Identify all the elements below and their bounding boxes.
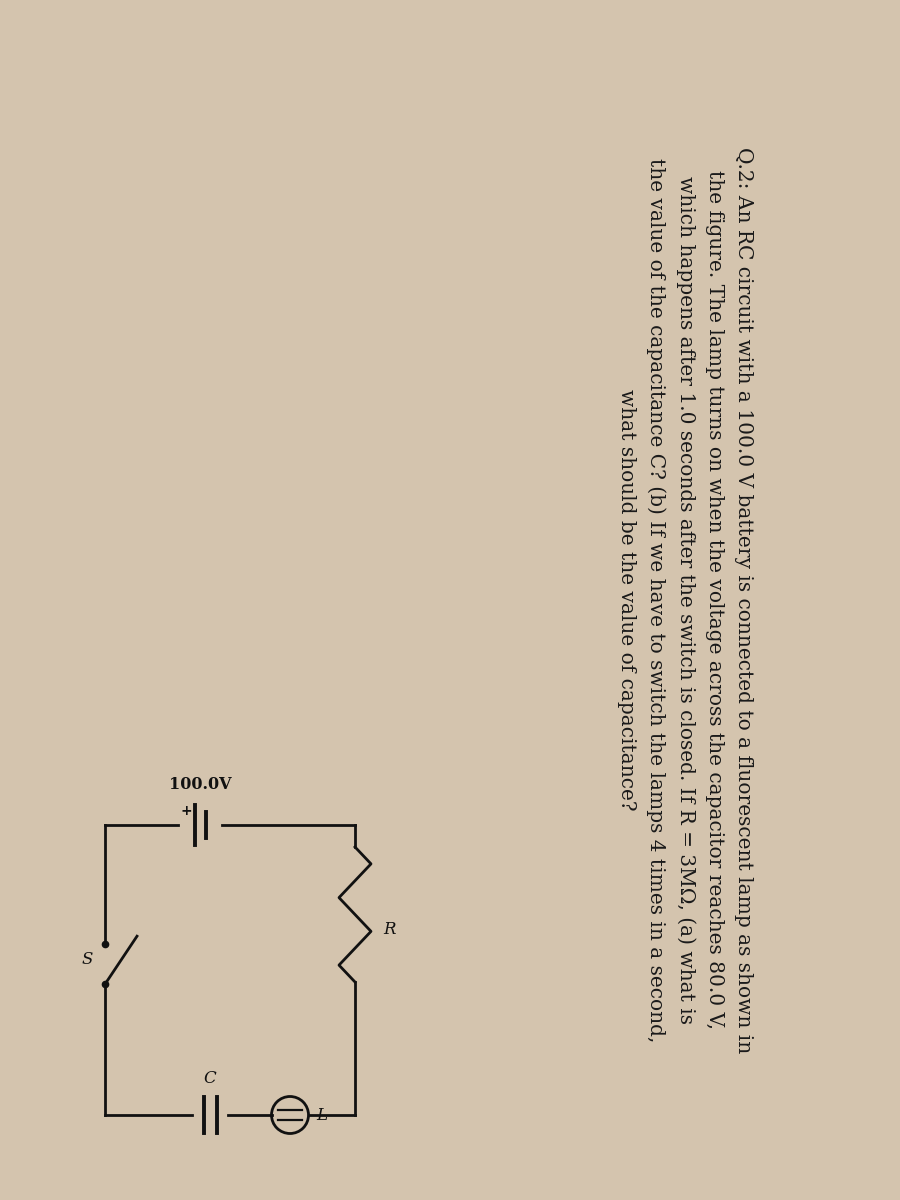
- Text: 100.0V: 100.0V: [169, 776, 231, 793]
- Text: L: L: [317, 1106, 328, 1123]
- Text: R: R: [383, 922, 395, 938]
- Text: C: C: [203, 1070, 216, 1087]
- Text: +: +: [180, 804, 192, 818]
- Text: S: S: [82, 950, 93, 967]
- Text: Q.2: An RC circuit with a 100.0 V battery is connected to a fluorescent lamp as : Q.2: An RC circuit with a 100.0 V batter…: [616, 146, 753, 1054]
